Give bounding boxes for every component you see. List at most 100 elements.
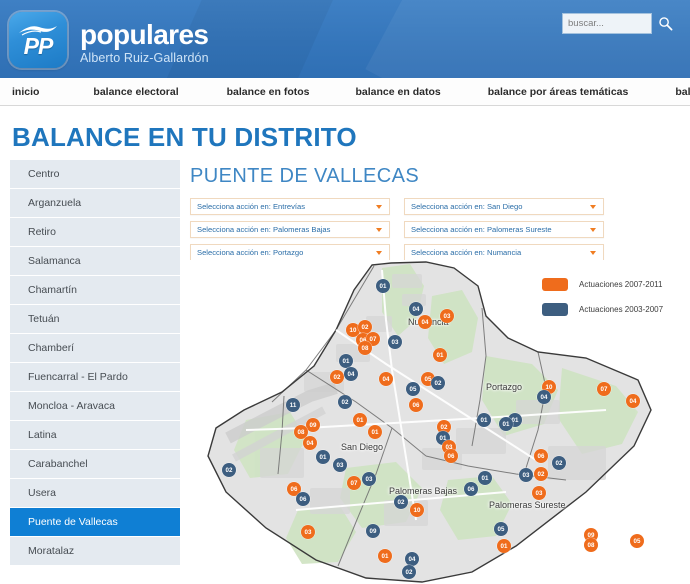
title-band: BALANCE EN TU DISTRITO bbox=[0, 106, 690, 160]
action-selector-5[interactable]: Selecciona acción en: Portazgo bbox=[190, 244, 390, 261]
pp-logo[interactable]: PP bbox=[9, 12, 67, 68]
sidebar-item-tetu-n[interactable]: Tetuán bbox=[10, 305, 180, 334]
map-marker[interactable]: 04 bbox=[379, 372, 393, 386]
map-marker[interactable]: 06 bbox=[287, 482, 301, 496]
map-marker[interactable]: 01 bbox=[368, 425, 382, 439]
chevron-down-icon bbox=[376, 204, 382, 209]
map-marker[interactable]: 10 bbox=[346, 323, 360, 337]
map-marker[interactable]: 02 bbox=[222, 463, 236, 477]
map-marker[interactable]: 03 bbox=[440, 309, 454, 323]
map-marker[interactable]: 03 bbox=[362, 472, 376, 486]
map-marker[interactable]: 02 bbox=[330, 370, 344, 384]
map-marker[interactable]: 02 bbox=[534, 467, 548, 481]
map-marker[interactable]: 06 bbox=[464, 482, 478, 496]
sidebar-item-moncloa-aravaca[interactable]: Moncloa - Aravaca bbox=[10, 392, 180, 421]
nav-item-balance-en-fotos[interactable]: balance en fotos bbox=[226, 85, 310, 98]
map-marker[interactable]: 11 bbox=[286, 398, 300, 412]
search-button[interactable] bbox=[656, 14, 675, 33]
map-marker[interactable]: 02 bbox=[437, 420, 451, 434]
district-title: PUENTE DE VALLECAS bbox=[190, 165, 420, 187]
map-marker[interactable]: 09 bbox=[306, 418, 320, 432]
page-title: BALANCE EN TU DISTRITO bbox=[12, 122, 357, 152]
map-marker[interactable]: 01 bbox=[478, 471, 492, 485]
sidebar-item-label: Fuencarral - El Pardo bbox=[28, 371, 128, 383]
sidebar-item-label: Tetuán bbox=[28, 313, 60, 325]
map-marker[interactable]: 06 bbox=[444, 449, 458, 463]
map-marker[interactable]: 01 bbox=[477, 413, 491, 427]
map-marker[interactable]: 04 bbox=[409, 302, 423, 316]
map-marker[interactable]: 08 bbox=[294, 425, 308, 439]
sidebar-item-chamber[interactable]: Chamberí bbox=[10, 334, 180, 363]
map-area-label-portazgo: Portazgo bbox=[486, 382, 523, 392]
map-marker[interactable]: 01 bbox=[497, 539, 511, 553]
map-marker[interactable]: 01 bbox=[433, 348, 447, 362]
action-selector-4[interactable]: Selecciona acción en: Palomeras Sureste bbox=[404, 221, 604, 238]
map-marker[interactable]: 02 bbox=[394, 495, 408, 509]
map-marker[interactable]: 01 bbox=[339, 354, 353, 368]
sidebar-item-fuencarral-el-pardo[interactable]: Fuencarral - El Pardo bbox=[10, 363, 180, 392]
map-marker[interactable]: 05 bbox=[630, 534, 644, 548]
map-marker[interactable]: 06 bbox=[296, 492, 310, 506]
action-selector-3[interactable]: Selecciona acción en: Palomeras Bajas bbox=[190, 221, 390, 238]
map-marker[interactable]: 04 bbox=[418, 315, 432, 329]
nav-item-balance-electoral[interactable]: balance electoral bbox=[93, 85, 179, 98]
map-marker[interactable]: 01 bbox=[499, 417, 513, 431]
map-marker[interactable]: 02 bbox=[431, 376, 445, 390]
action-selector-label: Selecciona acción en: Palomeras Sureste bbox=[411, 225, 552, 234]
sidebar-item-retiro[interactable]: Retiro bbox=[10, 218, 180, 247]
map-marker[interactable]: 04 bbox=[626, 394, 640, 408]
map-marker[interactable]: 04 bbox=[344, 367, 358, 381]
map-marker[interactable]: 06 bbox=[534, 449, 548, 463]
brand-name: populares bbox=[80, 19, 209, 50]
sidebar-item-salamanca[interactable]: Salamanca bbox=[10, 247, 180, 276]
map-marker[interactable]: 02 bbox=[338, 395, 352, 409]
map-marker[interactable]: 03 bbox=[301, 525, 315, 539]
map-marker[interactable]: 01 bbox=[316, 450, 330, 464]
map-marker[interactable]: 08 bbox=[358, 341, 372, 355]
legend-label-2003-2007: Actuaciones 2003-2007 bbox=[579, 305, 664, 314]
map-marker[interactable]: 09 bbox=[366, 524, 380, 538]
map-marker[interactable]: 01 bbox=[353, 413, 367, 427]
sidebar-item-usera[interactable]: Usera bbox=[10, 479, 180, 508]
sidebar-item-centro[interactable]: Centro bbox=[10, 160, 180, 189]
map-marker[interactable]: 04 bbox=[405, 552, 419, 566]
sidebar-item-latina[interactable]: Latina bbox=[10, 421, 180, 450]
map-marker[interactable]: 03 bbox=[333, 458, 347, 472]
action-selector-label: Selecciona acción en: Portazgo bbox=[197, 248, 304, 257]
map-marker[interactable]: 10 bbox=[410, 503, 424, 517]
nav-item-inicio[interactable]: inicio bbox=[12, 85, 40, 98]
action-selector-6[interactable]: Selecciona acción en: Numancia bbox=[404, 244, 604, 261]
map-marker[interactable]: 08 bbox=[584, 538, 598, 552]
map-marker[interactable]: 03 bbox=[519, 468, 533, 482]
nav-item-balance-areas-tematicas[interactable]: balance por áreas temáticas bbox=[487, 85, 629, 98]
sidebar-item-puente-de-vallecas[interactable]: Puente de Vallecas bbox=[10, 508, 180, 537]
sidebar-item-chamart-n[interactable]: Chamartín bbox=[10, 276, 180, 305]
district-sidebar: Centro Arganzuela Retiro Salamanca Chamartín… bbox=[10, 160, 180, 566]
map-marker[interactable]: 06 bbox=[409, 398, 423, 412]
map-marker[interactable]: 07 bbox=[597, 382, 611, 396]
map-marker[interactable]: 07 bbox=[347, 476, 361, 490]
sidebar-item-carabanchel[interactable]: Carabanchel bbox=[10, 450, 180, 479]
map-marker[interactable]: 04 bbox=[303, 436, 317, 450]
sidebar-item-arganzuela[interactable]: Arganzuela bbox=[10, 189, 180, 218]
map-marker[interactable]: 03 bbox=[388, 335, 402, 349]
map-marker[interactable]: 04 bbox=[537, 390, 551, 404]
action-selector-1[interactable]: Selecciona acción en: Entrevías bbox=[190, 198, 390, 215]
nav-item-balance-en-tu-distrito[interactable]: balance en tu distrito bbox=[675, 85, 690, 98]
search-input[interactable] bbox=[562, 13, 652, 34]
map-marker[interactable]: 02 bbox=[552, 456, 566, 470]
action-selector-label: Selecciona acción en: Numancia bbox=[411, 248, 522, 257]
map-marker[interactable]: 05 bbox=[494, 522, 508, 536]
map-marker[interactable]: 03 bbox=[532, 486, 546, 500]
page-body: Centro Arganzuela Retiro Salamanca Chamartín… bbox=[0, 160, 690, 584]
map-marker[interactable]: 01 bbox=[378, 549, 392, 563]
map-marker[interactable]: 02 bbox=[358, 320, 372, 334]
action-selector-2[interactable]: Selecciona acción en: San Diego bbox=[404, 198, 604, 215]
map-marker[interactable]: 02 bbox=[402, 565, 416, 579]
sidebar-item-label: Chamartín bbox=[28, 284, 78, 296]
map-marker[interactable]: 05 bbox=[406, 382, 420, 396]
nav-item-balance-en-datos[interactable]: balance en datos bbox=[355, 85, 441, 98]
map-marker[interactable]: 01 bbox=[376, 279, 390, 293]
sidebar-item-moratalaz[interactable]: Moratalaz bbox=[10, 537, 180, 566]
